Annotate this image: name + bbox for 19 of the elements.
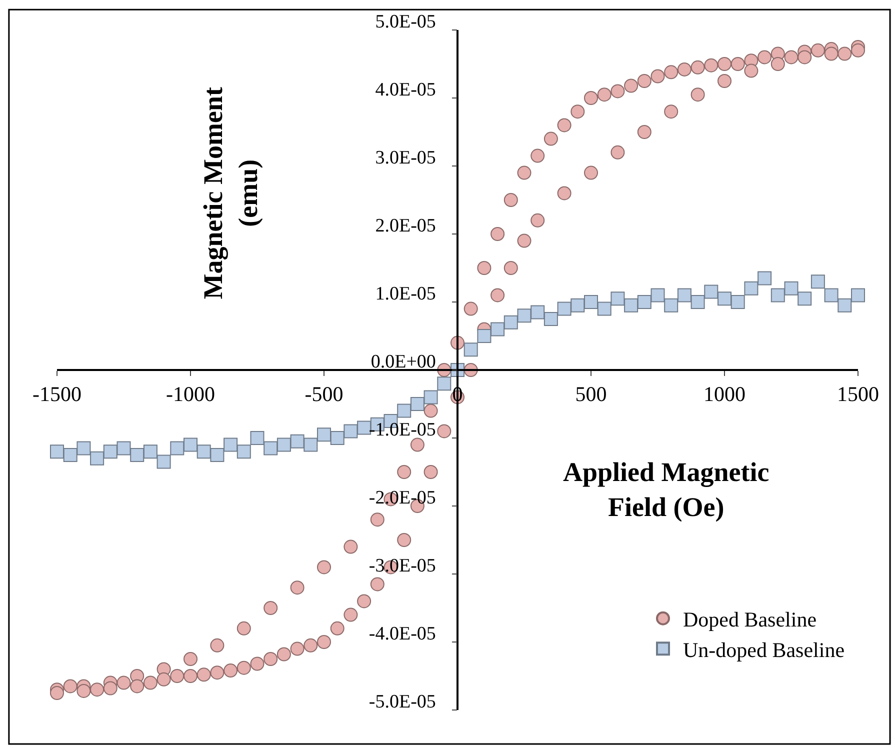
y-tick-label: -5.0E-05 [368,692,436,713]
y-tick-label: -4.0E-05 [368,624,436,645]
legend-label: Un-doped Baseline [682,638,845,662]
y-tick-label: -1.0E-05 [368,420,436,441]
x-tick-label: -1500 [32,382,82,406]
x-axis-title: Applied Magnetic Field (Oe) [563,457,770,522]
x-tick-label: 1000 [704,382,746,406]
y-tick-label: 0.0E+00 [370,352,436,373]
y-tick-label: 1.0E-05 [375,284,436,305]
x-tick-label: 500 [575,382,607,406]
y-tick-label: 2.0E-05 [375,216,436,237]
x-tick-label: -500 [304,382,344,406]
x-tick-label: 1500 [837,382,879,406]
y-tick-label: 3.0E-05 [375,148,436,169]
y-tick-label: 5.0E-05 [375,12,436,33]
y-axis-title: Magnetic Moment (emu) [198,87,263,300]
legend-label: Doped Baseline [682,608,817,632]
y-tick-label: 4.0E-05 [375,80,436,101]
x-tick-label: -1000 [166,382,215,406]
